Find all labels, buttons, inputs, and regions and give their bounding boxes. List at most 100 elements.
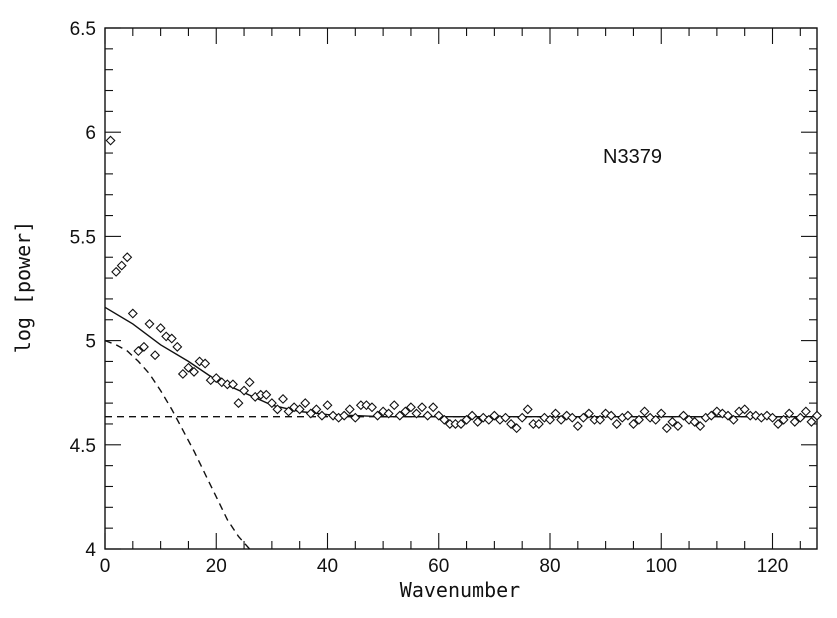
x-tick-label: 20 [206,556,227,577]
data-point [294,404,305,415]
data-point [372,410,383,421]
data-point [266,398,277,409]
data-point [150,350,161,361]
data-point [533,418,544,429]
data-point [428,402,439,413]
data-point [411,408,422,419]
data-point [611,418,622,429]
data-point [545,414,555,425]
data-point [567,412,578,423]
data-point [606,410,617,421]
data-point [311,404,322,415]
data-point [278,393,288,404]
x-tick-label: 40 [317,556,338,577]
data-point [105,135,116,146]
data-point [778,414,789,425]
x-tick-label: 60 [428,556,449,577]
data-point [261,389,272,400]
data-point [728,414,739,425]
data-point [656,408,667,419]
data-point [350,412,361,423]
data-point [417,402,428,413]
data-point [116,260,127,271]
data-point [650,414,661,425]
x-tick-label: 0 [100,556,111,577]
data-point [661,423,672,434]
data-point [795,412,806,423]
y-axis-label: log [power] [11,221,35,353]
data-point [812,410,822,421]
data-point [583,408,594,419]
data-point [367,402,377,413]
data-point [400,406,411,417]
data-point [800,406,811,417]
data-point [461,414,472,425]
x-axis-label: Wavenumber [400,578,520,602]
data-point [556,414,567,425]
data-point [522,404,533,415]
data-points [105,135,822,434]
data-point [784,408,795,419]
data-point [472,416,483,427]
data-point [200,358,211,369]
data-point [233,398,244,409]
data-point [672,421,683,432]
data-point [144,318,155,329]
data-point [456,418,466,429]
data-point [767,412,778,423]
data-point [628,418,639,429]
data-point [111,266,122,277]
data-point [405,402,416,413]
data-point [806,416,817,427]
data-point [483,414,494,425]
data-point [133,346,144,356]
data-point [194,356,205,367]
data-point [172,341,183,352]
data-point [517,412,528,423]
data-point [138,341,149,352]
data-point [322,400,333,411]
data-point [239,385,250,396]
data-point [177,368,188,379]
data-point [500,412,511,423]
data-point [572,421,583,432]
data-point [511,423,522,434]
data-point [244,377,255,388]
axis-ticks [104,27,817,550]
solid-fit-curve [104,306,817,418]
data-point [723,410,733,421]
x-tick-label: 120 [757,556,789,577]
data-point [227,379,238,390]
plot-frame [104,27,818,550]
y-tick-label: 4 [85,540,96,561]
data-point [339,410,350,421]
data-point [667,416,678,427]
y-tick-label: 4.5 [70,436,96,457]
data-point [773,418,784,429]
y-tick-label: 5 [85,332,96,353]
data-point [678,410,689,421]
plot-border [104,27,818,550]
x-tick-label: 80 [539,556,560,577]
data-point [489,410,500,421]
y-tick-label: 6.5 [70,19,96,40]
data-point [789,416,800,427]
data-point [122,252,133,263]
data-point [216,377,227,388]
tick-labels: 0 20 40 60 80 100 120 4 4.5 5 5.5 6 6.5 [70,19,789,577]
data-point [272,404,283,415]
data-point [155,323,166,334]
data-point [439,414,450,425]
y-tick-label: 5.5 [70,227,96,248]
data-point [622,410,633,421]
data-point [127,308,138,319]
data-point [183,362,194,373]
data-point [283,406,294,417]
data-point [506,418,517,429]
dashed-curve-3 [104,339,251,550]
data-point [639,406,650,417]
data-point [422,410,433,421]
data-point [595,414,606,425]
x-tick-label: 100 [645,556,677,577]
data-point [739,404,750,415]
